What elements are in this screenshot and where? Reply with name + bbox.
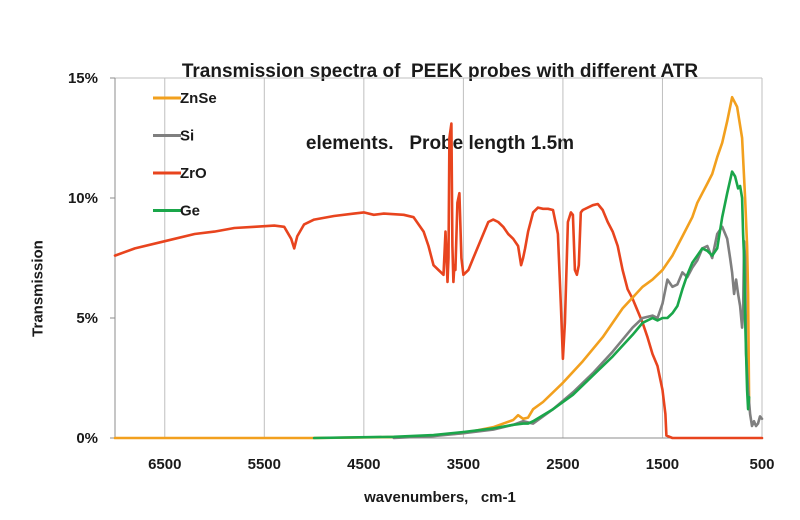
x-tick-label: 3500 bbox=[447, 456, 480, 473]
series-line-ge bbox=[312, 170, 751, 440]
x-tick-label: 4500 bbox=[347, 456, 380, 473]
gridlines bbox=[115, 77, 763, 438]
x-tick-label: 2500 bbox=[546, 456, 579, 473]
x-axis-label: wavenumbers, cm-1 bbox=[364, 489, 516, 506]
y-tick-label: 10% bbox=[68, 190, 98, 207]
legend: ZnSe Si ZrO Ge bbox=[153, 90, 217, 220]
x-tick-label: 1500 bbox=[646, 456, 679, 473]
y-tick-label: 5% bbox=[76, 310, 98, 327]
y-tick-label: 15% bbox=[68, 70, 98, 87]
x-tick-labels: 6500 5500 4500 3500 2500 1500 500 bbox=[148, 456, 774, 473]
chart-title-line1: Transmission spectra of PEEK probes with… bbox=[181, 61, 699, 82]
legend-label-ge: Ge bbox=[180, 203, 200, 220]
x-tick-label: 6500 bbox=[148, 456, 181, 473]
y-tick-labels: 0% 5% 10% 15% bbox=[68, 70, 98, 447]
legend-label-znse: ZnSe bbox=[180, 90, 217, 107]
legend-label-si: Si bbox=[180, 128, 194, 145]
series-line-zro bbox=[113, 122, 764, 440]
x-tick-label: 500 bbox=[749, 456, 774, 473]
series-lines bbox=[113, 95, 764, 440]
y-tick-label: 0% bbox=[76, 430, 98, 447]
x-tick-label: 5500 bbox=[248, 456, 281, 473]
axes bbox=[110, 77, 762, 439]
legend-label-zro: ZrO bbox=[180, 165, 207, 182]
series-line-znse bbox=[113, 95, 751, 440]
